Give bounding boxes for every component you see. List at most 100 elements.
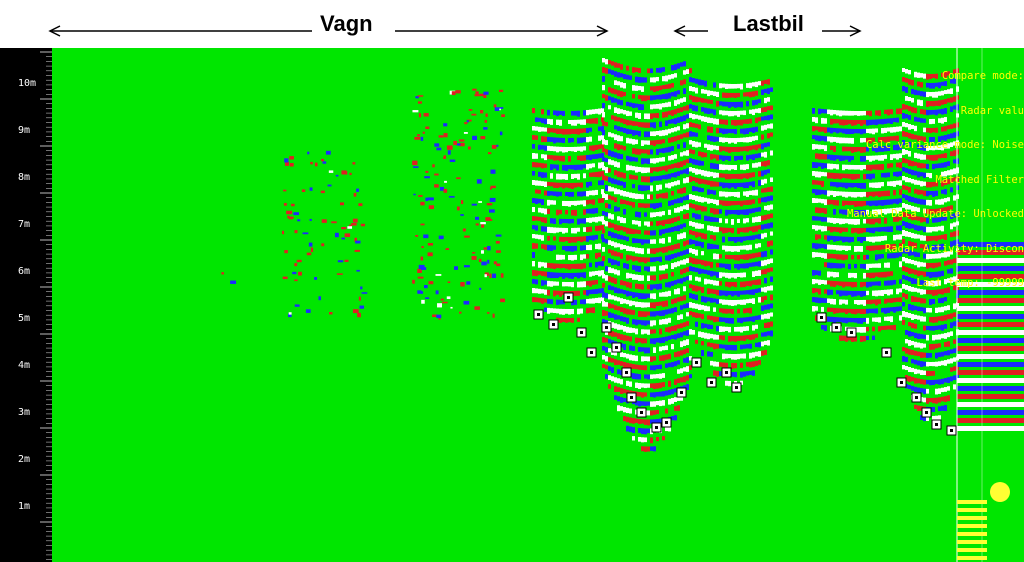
- radar-band-segment: [683, 124, 686, 130]
- radar-band-segment: [686, 267, 689, 272]
- radar-band-segment: [731, 362, 734, 369]
- radar-band-segment: [830, 136, 833, 143]
- radar-band-segment: [821, 171, 824, 177]
- radar-band-segment: [836, 200, 839, 206]
- radar-band-segment: [887, 298, 890, 303]
- radar-band-segment: [875, 263, 878, 268]
- radar-band-segment: [824, 127, 827, 134]
- radar-band-segment: [595, 216, 598, 223]
- radar-band-segment: [815, 117, 818, 124]
- radar-band-segment: [635, 157, 638, 162]
- radar-band-segment: [611, 250, 614, 256]
- radar-band-segment: [556, 290, 559, 295]
- radar-band-segment: [941, 396, 944, 402]
- radar-band-segment: [656, 373, 659, 379]
- radar-band-segment: [929, 361, 932, 367]
- radar-band-segment: [884, 280, 887, 286]
- radar-band-segment: [899, 180, 902, 186]
- radar-band-segment: [565, 191, 568, 196]
- radar-band-segment: [719, 326, 722, 333]
- detection-marker-core: [925, 411, 928, 414]
- radar-band-segment: [635, 148, 638, 155]
- radar-band-segment: [707, 90, 710, 97]
- radar-band-segment: [589, 145, 592, 151]
- radar-echo: [446, 296, 451, 300]
- radar-band-segment: [743, 173, 746, 179]
- radar-band-segment: [638, 346, 641, 352]
- radar-band-segment: [836, 164, 839, 170]
- radar-band-segment: [568, 263, 571, 270]
- radar-echo: [283, 189, 287, 192]
- radar-band-segment: [671, 245, 674, 251]
- radar-band-segment: [662, 247, 665, 253]
- radar-band-segment: [734, 353, 737, 360]
- radar-band-segment: [770, 231, 773, 236]
- radar-band-segment: [725, 137, 728, 142]
- radar-echo: [320, 190, 325, 194]
- radar-band-segment: [848, 155, 851, 162]
- radar-echo: [344, 259, 349, 262]
- radar-echo: [412, 110, 419, 113]
- radar-band-segment: [541, 235, 544, 241]
- radar-band-segment: [731, 92, 734, 98]
- radar-band-segment: [565, 164, 568, 171]
- radar-band-segment: [722, 353, 725, 360]
- radar-band-segment: [824, 280, 827, 285]
- radar-band-segment: [740, 299, 743, 305]
- radar-band-segment: [635, 229, 638, 234]
- radar-band-segment: [758, 288, 761, 293]
- radar-band-segment: [920, 343, 923, 349]
- radar-band-segment: [914, 224, 917, 231]
- radar-band-segment: [692, 231, 695, 236]
- radar-band-segment: [662, 220, 665, 226]
- radar-band-segment: [617, 324, 620, 330]
- radar-band-segment: [704, 260, 707, 267]
- radar-plot[interactable]: Compare mode: Radar valu Calc variance m…: [52, 48, 1024, 562]
- radar-band-segment: [731, 128, 734, 134]
- radar-band-segment: [635, 76, 638, 83]
- radar-band-segment: [716, 244, 719, 250]
- radar-echo: [297, 219, 301, 222]
- radar-band-segment: [899, 225, 902, 231]
- radar-horizontal-band: [957, 418, 1024, 423]
- radar-band-segment: [734, 290, 737, 296]
- radar-band-segment: [559, 254, 562, 260]
- radar-band-segment: [571, 209, 574, 216]
- radar-band-segment: [914, 233, 917, 239]
- radar-echo: [456, 177, 461, 180]
- radar-band-segment: [926, 244, 929, 250]
- radar-band-segment: [824, 244, 827, 250]
- radar-band-segment: [920, 361, 923, 367]
- radar-horizontal-band: [957, 370, 1024, 375]
- radar-band-segment: [671, 191, 674, 196]
- radar-band-segment: [602, 94, 605, 99]
- radar-band-segment: [830, 190, 833, 196]
- radar-band-segment: [851, 236, 854, 242]
- radar-band-segment: [701, 197, 704, 203]
- radar-horizontal-band: [957, 362, 1024, 367]
- radar-band-segment: [674, 307, 677, 313]
- radar-band-segment: [698, 277, 701, 282]
- radar-band-segment: [752, 109, 755, 116]
- radar-echo: [296, 259, 302, 263]
- radar-band-segment: [929, 235, 932, 241]
- radar-band-segment: [608, 249, 611, 254]
- radar-band-segment: [932, 334, 935, 341]
- radar-band-segment: [656, 220, 659, 226]
- radar-band-segment: [749, 334, 752, 341]
- radar-band-segment: [632, 427, 635, 434]
- radar-band-segment: [932, 208, 935, 214]
- radar-band-segment: [595, 243, 598, 250]
- radar-band-segment: [944, 387, 947, 392]
- radar-band-segment: [653, 257, 656, 262]
- radar-band-segment: [758, 99, 761, 104]
- radar-echo: [486, 312, 490, 314]
- radar-band-segment: [595, 252, 598, 259]
- radar-band-segment: [602, 121, 605, 126]
- radar-band-segment: [725, 344, 728, 351]
- radar-band-segment: [592, 271, 595, 276]
- radar-band-segment: [707, 324, 710, 330]
- radar-band-segment: [559, 110, 562, 115]
- radar-band-segment: [857, 255, 860, 260]
- radar-band-segment: [950, 376, 953, 382]
